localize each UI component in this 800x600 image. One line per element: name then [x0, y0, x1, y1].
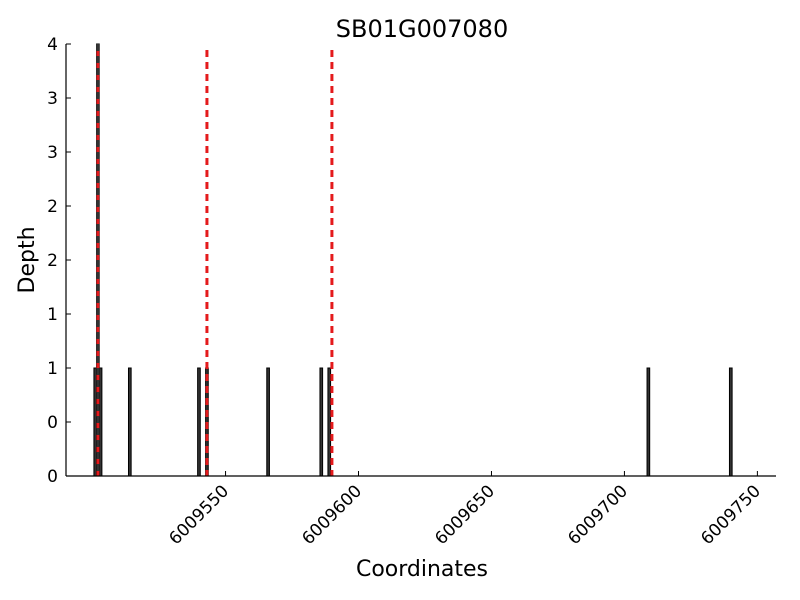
y-tick-label: 2: [47, 251, 58, 271]
bar: [266, 367, 270, 477]
bar-series: [93, 43, 733, 477]
y-axis-label: Depth: [15, 226, 40, 293]
x-tick-label: 6009700: [564, 481, 632, 549]
y-axis-ticks: 0 0 1 1 2 2 3 3 4: [47, 35, 71, 487]
y-tick-label: 4: [47, 35, 58, 55]
bar: [327, 367, 332, 477]
y-tick-label: 2: [47, 197, 58, 217]
x-tick-label: 6009550: [165, 481, 233, 549]
bar: [646, 367, 651, 477]
axes: [65, 44, 776, 477]
x-axis-label: Coordinates: [356, 557, 488, 582]
bar: [197, 367, 201, 477]
y-tick-label: 1: [47, 305, 58, 325]
bar: [319, 367, 324, 477]
x-tick-label: 6009750: [697, 481, 765, 549]
bar: [728, 367, 733, 477]
y-tick-label: 3: [47, 89, 58, 109]
x-tick-label: 6009650: [431, 481, 499, 549]
bar: [98, 367, 103, 477]
x-axis-ticks: 6009550 6009600 6009650 6009700 6009750: [165, 471, 765, 549]
y-tick-label: 1: [47, 359, 58, 379]
y-tick-label: 0: [47, 413, 58, 433]
y-tick-label: 3: [47, 143, 58, 163]
bar: [127, 367, 132, 477]
reference-lines: [96, 44, 334, 476]
y-tick-label: 0: [47, 467, 58, 487]
chart-title: SB01G007080: [336, 15, 508, 43]
x-tick-label: 6009600: [298, 481, 366, 549]
